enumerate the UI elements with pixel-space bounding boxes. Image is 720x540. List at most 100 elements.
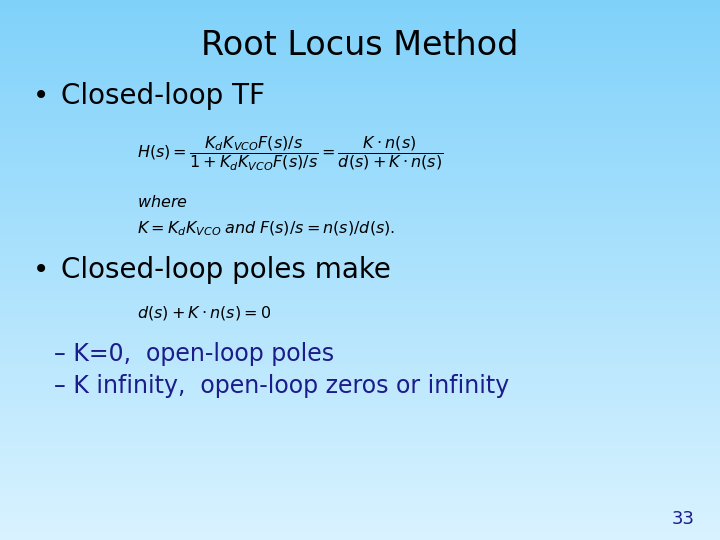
Bar: [0, 122, 720, 124]
Bar: [0, 16, 720, 19]
Bar: [0, 405, 720, 408]
Bar: [0, 162, 720, 165]
Bar: [0, 132, 720, 135]
Bar: [0, 262, 720, 265]
Bar: [0, 367, 720, 370]
Bar: [0, 221, 720, 224]
Bar: [0, 170, 720, 173]
Bar: [0, 327, 720, 329]
Bar: [0, 278, 720, 281]
Bar: [0, 319, 720, 321]
Bar: [0, 116, 720, 119]
Bar: [0, 497, 720, 500]
Bar: [0, 416, 720, 418]
Bar: [0, 59, 720, 62]
Bar: [0, 22, 720, 24]
Bar: [0, 105, 720, 108]
Bar: [0, 292, 720, 294]
Bar: [0, 243, 720, 246]
Bar: [0, 232, 720, 235]
Bar: [0, 81, 720, 84]
Bar: [0, 370, 720, 373]
Bar: [0, 413, 720, 416]
Bar: [0, 518, 720, 521]
Bar: [0, 335, 720, 338]
Text: $K = K_d K_{VCO}$$\;\mathit{and}\; F(s)/s = n(s)/d(s).$: $K = K_d K_{VCO}$$\;\mathit{and}\; F(s)/…: [137, 219, 395, 238]
Bar: [0, 346, 720, 348]
Bar: [0, 462, 720, 464]
Bar: [0, 127, 720, 130]
Bar: [0, 375, 720, 378]
Bar: [0, 281, 720, 284]
Bar: [0, 392, 720, 394]
Bar: [0, 138, 720, 140]
Bar: [0, 200, 720, 202]
Text: Closed-loop TF: Closed-loop TF: [61, 82, 265, 110]
Bar: [0, 65, 720, 68]
Bar: [0, 3, 720, 5]
Bar: [0, 259, 720, 262]
Bar: [0, 219, 720, 221]
Bar: [0, 427, 720, 429]
Bar: [0, 408, 720, 410]
Bar: [0, 205, 720, 208]
Text: •: •: [32, 256, 49, 284]
Bar: [0, 8, 720, 11]
Bar: [0, 46, 720, 49]
Bar: [0, 154, 720, 157]
Bar: [0, 84, 720, 86]
Bar: [0, 70, 720, 73]
Bar: [0, 389, 720, 392]
Bar: [0, 383, 720, 386]
Bar: [0, 238, 720, 240]
Bar: [0, 227, 720, 229]
Bar: [0, 443, 720, 445]
Bar: [0, 340, 720, 343]
Bar: [0, 265, 720, 267]
Bar: [0, 432, 720, 435]
Bar: [0, 197, 720, 200]
Bar: [0, 135, 720, 138]
Bar: [0, 483, 720, 486]
Bar: [0, 108, 720, 111]
Bar: [0, 294, 720, 297]
Bar: [0, 316, 720, 319]
Bar: [0, 273, 720, 275]
Bar: [0, 502, 720, 505]
Bar: [0, 73, 720, 76]
Bar: [0, 394, 720, 397]
Bar: [0, 351, 720, 354]
Bar: [0, 92, 720, 94]
Bar: [0, 184, 720, 186]
Bar: [0, 43, 720, 46]
Bar: [0, 354, 720, 356]
Text: $\mathit{where}$: $\mathit{where}$: [137, 194, 188, 210]
Bar: [0, 348, 720, 351]
Bar: [0, 386, 720, 389]
Bar: [0, 94, 720, 97]
Bar: [0, 402, 720, 405]
Bar: [0, 5, 720, 8]
Bar: [0, 57, 720, 59]
Bar: [0, 329, 720, 332]
Bar: [0, 165, 720, 167]
Bar: [0, 275, 720, 278]
Bar: [0, 111, 720, 113]
Bar: [0, 130, 720, 132]
Bar: [0, 211, 720, 213]
Bar: [0, 251, 720, 254]
Bar: [0, 192, 720, 194]
Bar: [0, 356, 720, 359]
Bar: [0, 119, 720, 122]
Bar: [0, 459, 720, 462]
Bar: [0, 481, 720, 483]
Bar: [0, 446, 720, 448]
Bar: [0, 124, 720, 127]
Bar: [0, 11, 720, 14]
Bar: [0, 521, 720, 524]
Bar: [0, 537, 720, 540]
Bar: [0, 159, 720, 162]
Bar: [0, 362, 720, 364]
Bar: [0, 230, 720, 232]
Bar: [0, 140, 720, 143]
